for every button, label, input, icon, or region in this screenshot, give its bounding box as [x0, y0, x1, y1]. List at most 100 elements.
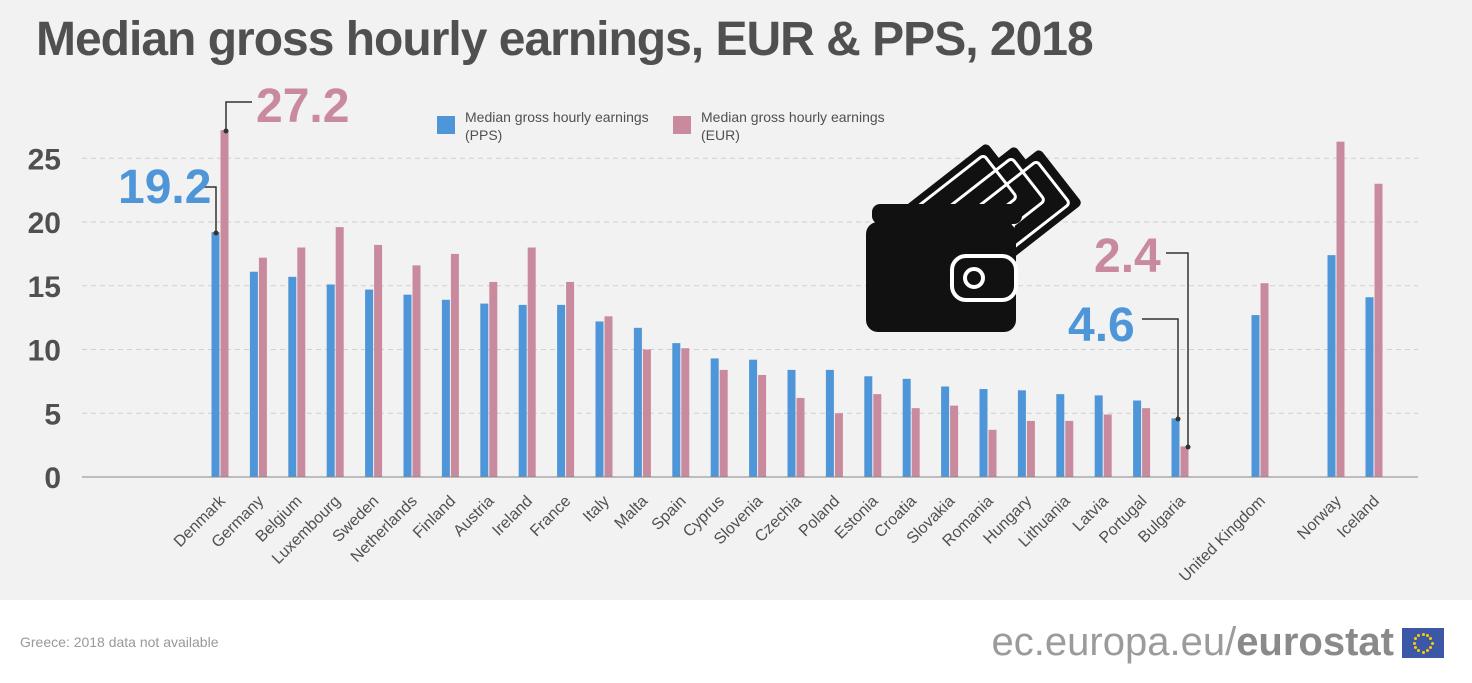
flag-star — [1417, 633, 1420, 637]
bar-pps-netherlands — [403, 294, 412, 477]
bar-pps-italy — [595, 321, 604, 477]
annotation-max-pps: 19.2 — [118, 161, 219, 236]
legend-swatch-pps — [437, 116, 455, 134]
bar-pps-denmark — [211, 232, 220, 477]
annotation-max-eur-label: 27.2 — [256, 80, 349, 133]
bar-eur-belgium — [297, 247, 306, 477]
y-tick-label: 10 — [28, 335, 61, 368]
eu-flag-icon — [1402, 628, 1444, 658]
bar-eur-denmark — [220, 130, 229, 477]
bar-eur-italy — [604, 316, 613, 477]
legend-label-eur: Median gross hourly earnings (EUR) — [701, 109, 885, 143]
chart-panel — [0, 0, 1472, 600]
x-axis-ticks: DenmarkGermanyBelgiumLuxembourgSwedenNet… — [171, 492, 1383, 585]
bar-eur-finland — [450, 253, 459, 477]
footer-note: Greece: 2018 data not available — [20, 634, 219, 650]
bar-eur-france — [566, 281, 575, 477]
bar-pps-slovakia — [941, 386, 950, 477]
y-tick-label: 25 — [28, 143, 61, 176]
bar-eur-luxembourg — [335, 227, 344, 477]
bar-pps-france — [557, 304, 566, 477]
x-tick-label: Ireland — [489, 493, 536, 540]
brand-prefix: ec.europa.eu/ — [991, 620, 1237, 664]
legend-label-pps: Median gross hourly earnings (PPS) — [465, 109, 649, 143]
bar-pps-bulgaria — [1171, 418, 1180, 477]
bar-pps-sweden — [365, 289, 374, 477]
annotation-min-eur-label: 2.4 — [1094, 230, 1161, 283]
bar-pps-romania — [979, 389, 988, 477]
legend-swatch-eur — [673, 116, 691, 134]
y-tick-label: 0 — [44, 462, 61, 495]
bar-eur-netherlands — [412, 265, 421, 477]
bar-eur-cyprus — [719, 369, 728, 477]
bar-pps-czechia — [787, 369, 796, 477]
x-tick-label: Iceland — [1334, 493, 1383, 542]
bar-eur-hungary — [1026, 420, 1035, 477]
x-tick-label: United Kingdom — [1176, 493, 1269, 586]
bar-eur-slovakia — [950, 405, 959, 477]
bar-eur-slovenia — [758, 375, 767, 477]
bar-eur-romania — [988, 429, 997, 477]
bar-eur-latvia — [1103, 414, 1112, 477]
bar-chart: 0 5 10 15 20 25 DenmarkGermanyBelgiumLuxembou… — [28, 80, 1418, 585]
bar-eur-ireland — [527, 247, 536, 477]
x-tick-label: Norway — [1294, 493, 1344, 543]
bar-eur-austria — [489, 281, 498, 477]
bar-eur-portugal — [1142, 408, 1151, 477]
flag-star — [1413, 646, 1417, 649]
bar-eur-united-kingdom — [1260, 283, 1269, 477]
flag-star — [1429, 646, 1433, 649]
y-tick-label: 15 — [28, 271, 61, 304]
y-axis-ticks: 0 5 10 15 20 25 — [28, 143, 61, 495]
x-tick-label: Malta — [612, 493, 652, 533]
bar-pps-belgium — [288, 276, 297, 477]
bar-pps-latvia — [1094, 395, 1103, 477]
bar-pps-luxembourg — [326, 284, 335, 477]
annotation-max-pps-label: 19.2 — [118, 161, 211, 214]
bar-pps-portugal — [1133, 400, 1142, 477]
bar-pps-cyprus — [710, 358, 719, 477]
bar-pps-austria — [480, 303, 489, 477]
bar-pps-croatia — [902, 378, 911, 477]
x-tick-label: Finland — [410, 493, 459, 542]
bars — [211, 130, 1383, 478]
wallet-icon — [866, 144, 1081, 332]
bar-eur-croatia — [911, 408, 920, 477]
chart-title: Median gross hourly earnings, EUR & PPS,… — [36, 13, 1094, 66]
eurostat-brand[interactable]: ec.europa.eu/eurostat — [992, 620, 1394, 665]
flag-star — [1421, 632, 1425, 636]
flag-star — [1430, 641, 1434, 645]
bar-pps-malta — [633, 327, 642, 477]
bar-pps-spain — [672, 343, 681, 477]
bar-pps-hungary — [1017, 390, 1026, 477]
bar-eur-malta — [642, 349, 651, 477]
x-tick-label: Italy — [580, 493, 613, 526]
bar-eur-poland — [834, 413, 843, 477]
flag-star — [1421, 650, 1425, 654]
y-tick-label: 5 — [44, 398, 61, 431]
annotation-max-eur: 27.2 — [223, 80, 349, 134]
bar-pps-germany — [249, 271, 258, 477]
bar-eur-estonia — [873, 394, 882, 477]
bar-pps-slovenia — [749, 359, 758, 477]
bar-eur-bulgaria — [1180, 446, 1189, 477]
y-tick-label: 20 — [28, 207, 61, 240]
bar-eur-iceland — [1374, 183, 1383, 477]
x-tick-label: France — [527, 493, 574, 540]
flag-star — [1413, 637, 1417, 640]
brand-name: eurostat — [1236, 620, 1394, 664]
flag-star — [1426, 633, 1429, 637]
annotation-min-pps-label: 4.6 — [1068, 299, 1135, 352]
flag-star — [1417, 649, 1420, 653]
bar-pps-poland — [825, 369, 834, 477]
bar-pps-ireland — [518, 304, 527, 477]
x-tick-label: Austria — [450, 493, 497, 540]
bar-pps-finland — [441, 299, 450, 477]
bar-eur-norway — [1336, 141, 1345, 478]
bar-pps-estonia — [864, 376, 873, 477]
bar-pps-united-kingdom — [1251, 315, 1260, 477]
x-tick-label: Estonia — [832, 493, 882, 543]
annotation-min-eur: 2.4 — [1094, 230, 1191, 450]
flag-star — [1412, 641, 1416, 645]
bar-eur-spain — [681, 348, 690, 477]
